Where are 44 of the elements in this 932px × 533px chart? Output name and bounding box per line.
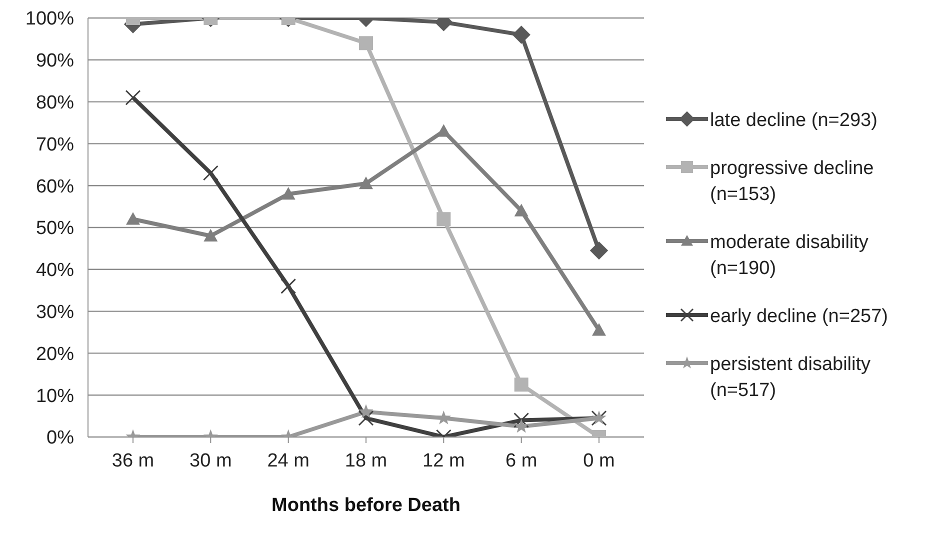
point [514,378,528,392]
x-tick-label: 12 m [422,450,465,472]
point [359,176,373,190]
point [126,212,140,225]
point [436,410,451,424]
point [359,36,373,50]
y-tick-label: 40% [36,260,74,282]
y-tick-label: 30% [36,302,74,324]
point [281,186,296,200]
point [204,228,218,242]
x-tick-label: 36 m [112,450,154,472]
point [358,410,374,426]
x-tick-label: 30 m [190,450,232,472]
legend-label: moderate disability (n=190) [710,230,870,280]
y-tick-label: 60% [36,176,74,198]
point [592,323,606,336]
y-tick-label: 50% [36,218,74,240]
legend-label: progressive decline (n=153) [710,156,875,206]
point [436,124,451,137]
x-tick-label: 18 m [344,450,388,472]
y-tick-label: 90% [36,50,74,72]
x-tick-label: 0 m [583,450,615,472]
legend-label: late decline (n=293) [710,108,878,132]
y-tick-label: 10% [36,386,74,407]
x-axis-title: Months before Death [272,495,460,516]
x-tick-label: 6 m [505,450,538,472]
point [436,212,451,226]
point [514,412,530,428]
point [280,278,296,294]
point [514,418,529,433]
point [125,90,141,106]
point [512,26,530,44]
y-tick-label: 70% [36,134,74,156]
point [358,404,374,418]
point [590,241,608,260]
y-tick-label: 20% [36,344,74,365]
x-tick-label: 24 m [267,450,310,472]
y-tick-label: 0% [46,428,74,449]
legend-label: early decline (n=257) [710,304,888,328]
y-tick-label: 80% [36,92,74,114]
point [514,204,528,216]
point [202,165,218,181]
legend-label: persistent disability (n=517) [710,352,872,402]
y-tick-label: 100% [25,8,74,30]
